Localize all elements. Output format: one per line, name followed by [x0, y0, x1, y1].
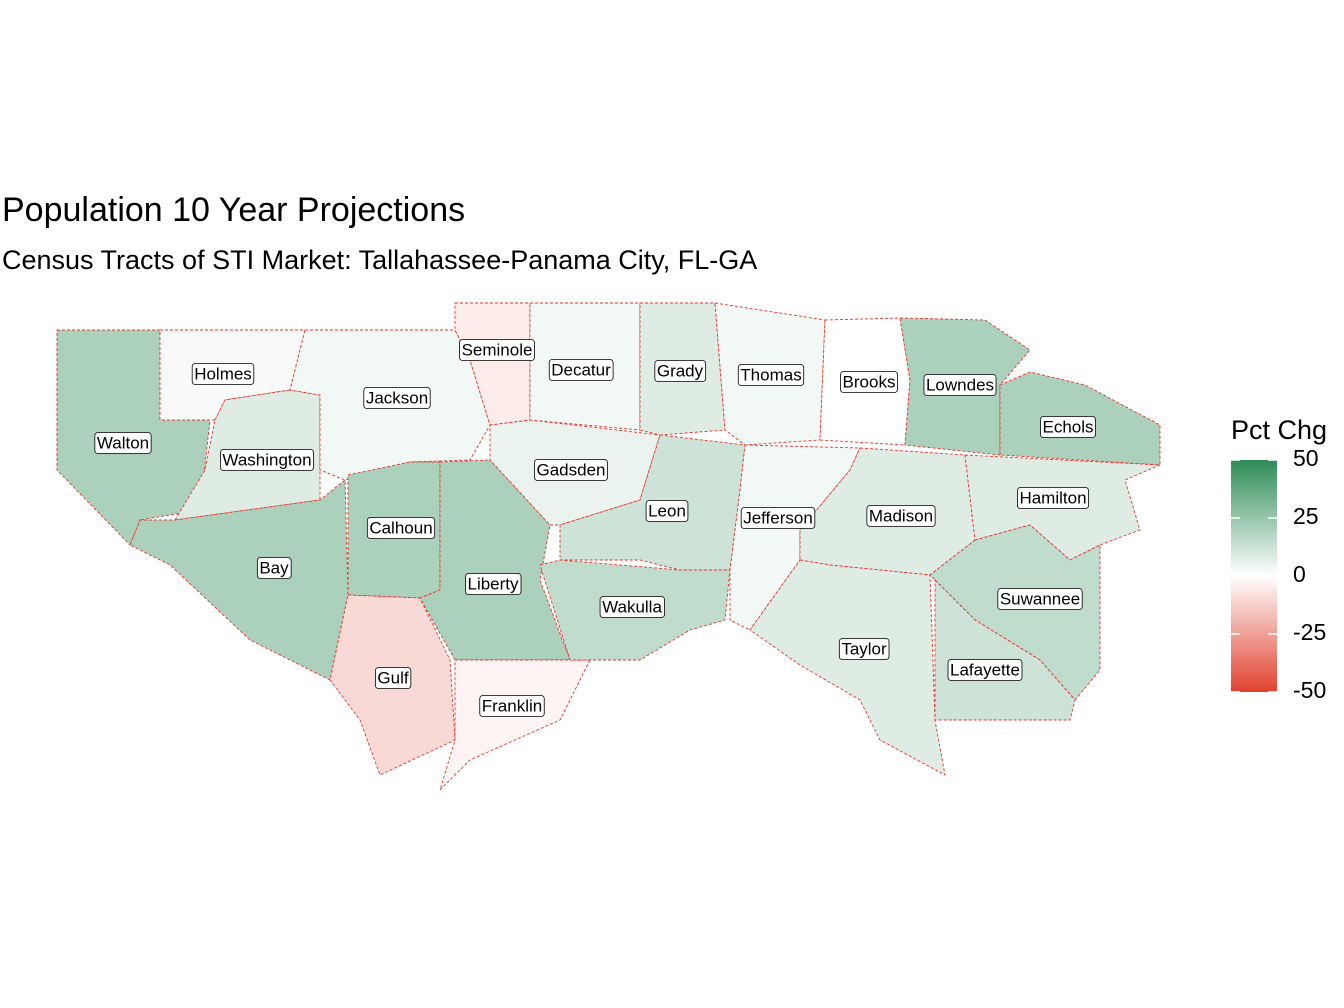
label-box	[1040, 416, 1096, 438]
legend-tick-label: 25	[1293, 503, 1319, 529]
county-label: Calhoun	[369, 518, 432, 537]
county	[419, 459, 571, 661]
county	[749, 559, 946, 776]
county-label: Walton	[97, 433, 149, 452]
label-box	[256, 557, 292, 579]
county	[439, 659, 591, 791]
county-label: Lowndes	[926, 375, 994, 394]
county-label: Washington	[222, 450, 311, 469]
county-label: Seminole	[462, 340, 533, 359]
subtitle: Census Tracts of STI Market: Tallahassee…	[2, 245, 757, 275]
legend-title: Pct Chg	[1231, 415, 1327, 445]
county-label: Bay	[259, 558, 289, 577]
county-label: Madison	[869, 506, 933, 525]
county-label: Taylor	[841, 639, 887, 658]
label-box	[838, 638, 890, 660]
label-box	[1017, 487, 1089, 509]
legend-tick-label: 50	[1293, 445, 1319, 471]
label-box	[740, 507, 816, 529]
label-box	[94, 432, 152, 454]
labels: Walton Holmes Washington Jackson Bay Cal…	[94, 339, 1096, 717]
label-box	[654, 360, 707, 382]
county	[934, 578, 1076, 721]
county-label: Grady	[657, 361, 704, 380]
legend-tick-label: -25	[1293, 619, 1326, 645]
label-box	[840, 371, 898, 393]
county-label: Thomas	[740, 365, 801, 384]
label-box	[599, 596, 665, 618]
label-box	[366, 517, 436, 539]
county	[129, 479, 349, 681]
label-box	[459, 339, 535, 361]
label-box	[866, 505, 936, 527]
county-label: Gadsden	[537, 460, 606, 479]
county-label: Gulf	[377, 668, 408, 687]
county-label: Jackson	[366, 388, 428, 407]
county-label: Lafayette	[950, 660, 1020, 679]
label-box	[737, 364, 805, 386]
label-box	[548, 359, 614, 381]
label-box	[645, 500, 689, 522]
title: Population 10 Year Projections	[2, 191, 465, 229]
county-label: Liberty	[467, 574, 519, 593]
county-label: Franklin	[482, 696, 542, 715]
label-box	[191, 363, 255, 385]
county-label: Echols	[1042, 417, 1093, 436]
legend-tick-label: 0	[1293, 561, 1306, 587]
county-label: Leon	[648, 501, 686, 520]
label-box	[479, 695, 545, 717]
county-label: Wakulla	[602, 597, 662, 616]
label-box	[534, 459, 608, 481]
county-label: Suwannee	[1000, 589, 1080, 608]
label-box	[375, 667, 412, 689]
county-label: Hamilton	[1019, 488, 1086, 507]
legend-tick-label: -50	[1293, 677, 1326, 703]
label-box	[220, 449, 314, 471]
county-label: Holmes	[194, 364, 252, 383]
label-box	[997, 588, 1083, 610]
county-label: Jefferson	[743, 508, 813, 527]
county-label: Brooks	[843, 372, 896, 391]
label-box	[363, 387, 431, 409]
label-box	[923, 374, 997, 396]
legend: 50 25 0 -25 -50	[1231, 445, 1326, 703]
county-label: Decatur	[551, 360, 611, 379]
label-box	[465, 573, 522, 595]
label-box	[947, 659, 1023, 681]
